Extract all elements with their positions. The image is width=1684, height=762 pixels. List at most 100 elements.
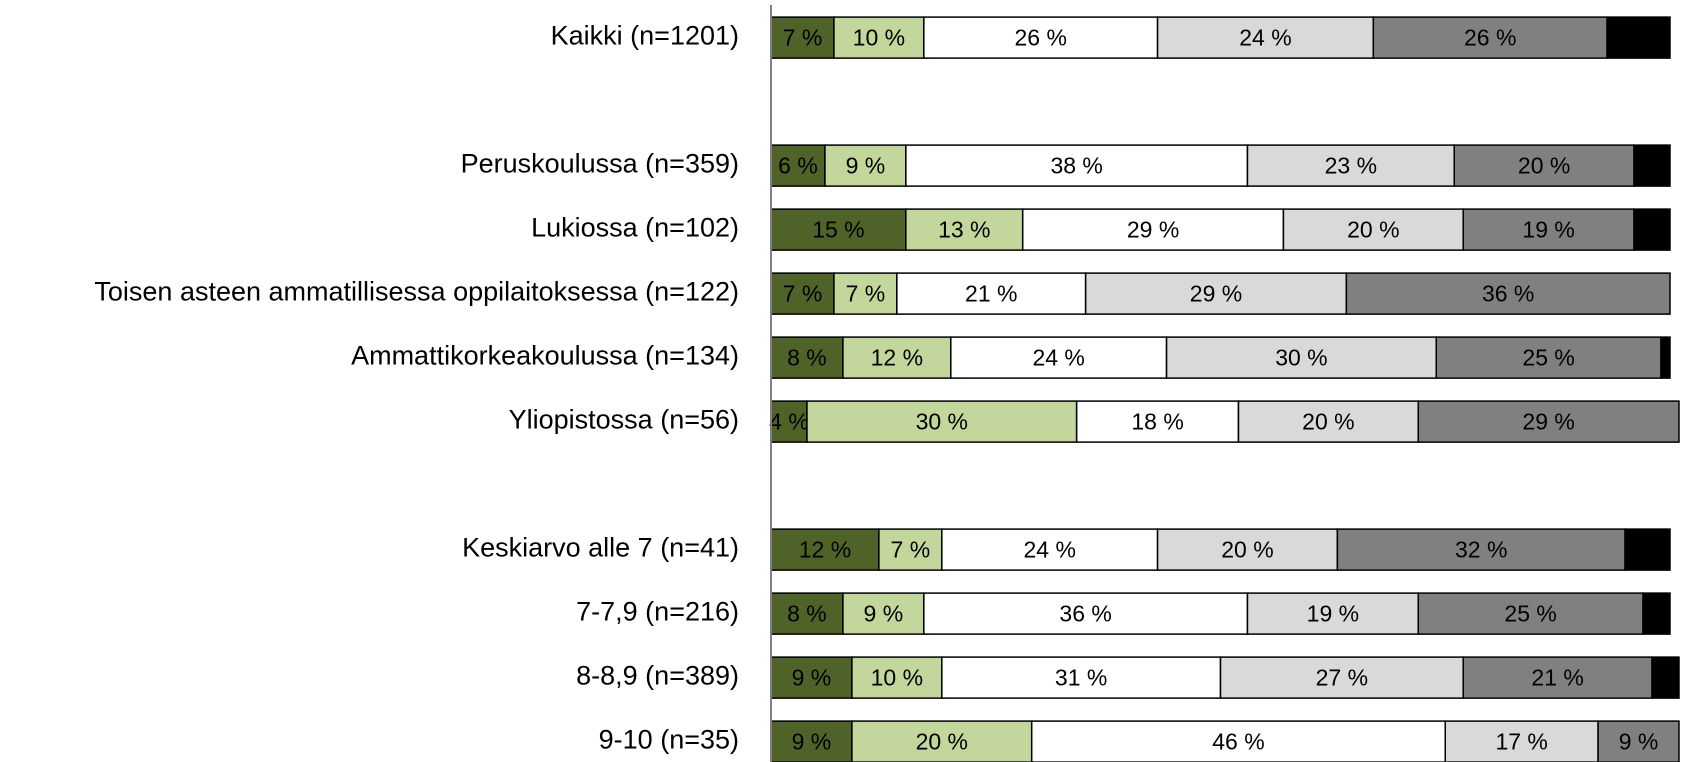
bar-segment — [1606, 16, 1671, 59]
value-label: 10 % — [871, 665, 923, 691]
value-label: 24 % — [1239, 25, 1291, 51]
bar-segment — [1651, 656, 1680, 699]
value-label: 7 % — [891, 537, 931, 563]
value-label: 6 % — [778, 153, 818, 179]
value-label: 15 % — [812, 217, 864, 243]
bar-segment — [1084, 272, 1348, 315]
value-label: 24 % — [1023, 537, 1075, 563]
bar-segment — [1282, 208, 1464, 251]
value-label: 12 % — [871, 345, 923, 371]
bar-segment — [941, 656, 1222, 699]
category-label: 9-10 (n=35) — [599, 725, 739, 755]
value-label: 36 % — [1059, 601, 1111, 627]
value-label: 7 % — [783, 25, 823, 51]
value-label: 19 % — [1522, 217, 1574, 243]
bar-segment — [824, 144, 907, 187]
value-label: 9 % — [846, 153, 886, 179]
value-label: 10 % — [853, 25, 905, 51]
value-label: 25 % — [1522, 345, 1574, 371]
bar-segment — [1246, 144, 1455, 187]
bar-segment — [770, 656, 853, 699]
value-label: 26 % — [1464, 25, 1516, 51]
value-label: 32 % — [1455, 537, 1507, 563]
category-label: Lukiossa (n=102) — [531, 213, 739, 243]
bar-segment — [950, 336, 1168, 379]
value-label: 30 % — [1275, 345, 1327, 371]
value-label: 23 % — [1325, 153, 1377, 179]
bar-segment — [923, 592, 1249, 635]
bar-segment — [905, 208, 1024, 251]
bar-segment — [851, 656, 943, 699]
bar-segment — [1444, 720, 1599, 762]
value-label: 25 % — [1504, 601, 1556, 627]
category-label: Ammattikorkeakoulussa (n=134) — [351, 341, 739, 371]
bar-segment — [1336, 528, 1626, 571]
value-label: 9 % — [1619, 729, 1659, 755]
category-label: Yliopistossa (n=56) — [509, 405, 739, 435]
bar-segment — [1642, 592, 1671, 635]
bar-segment — [1633, 208, 1671, 251]
value-label: 29 % — [1127, 217, 1179, 243]
category-label: Kaikki (n=1201) — [551, 21, 739, 51]
bar-segment — [1633, 144, 1671, 187]
bar-segment — [1237, 400, 1420, 443]
value-label: 18 % — [1131, 409, 1183, 435]
value-label: 21 % — [1531, 665, 1583, 691]
bar-segment — [842, 592, 925, 635]
category-label: Peruskoulussa (n=359) — [461, 149, 739, 179]
value-label: 7 % — [783, 281, 823, 307]
value-label: 9 % — [792, 729, 832, 755]
bar-segment — [770, 720, 853, 762]
value-label: 20 % — [916, 729, 968, 755]
bar-segment — [1624, 528, 1671, 571]
bar-segment — [1453, 144, 1635, 187]
value-label: 38 % — [1050, 153, 1102, 179]
bar-segment — [1345, 272, 1671, 315]
bar-segment — [1597, 720, 1680, 762]
value-label: 20 % — [1347, 217, 1399, 243]
bar-segment — [905, 144, 1249, 187]
value-label: 27 % — [1316, 665, 1368, 691]
bar-segment — [806, 400, 1078, 443]
bar-segment — [1030, 720, 1446, 762]
value-label: 8 % — [787, 345, 827, 371]
value-label: 19 % — [1307, 601, 1359, 627]
value-label: 29 % — [1522, 409, 1574, 435]
category-label: Keskiarvo alle 7 (n=41) — [462, 533, 739, 563]
bar-segment — [770, 592, 844, 635]
bar-segment — [1021, 208, 1285, 251]
bar-segment — [1246, 592, 1420, 635]
value-label: 20 % — [1518, 153, 1570, 179]
value-label: 29 % — [1190, 281, 1242, 307]
value-label: 36 % — [1482, 281, 1534, 307]
category-label: 8-8,9 (n=389) — [576, 661, 739, 691]
value-label: 7 % — [846, 281, 886, 307]
value-label: 4 % — [769, 409, 809, 435]
bar-segment — [1372, 16, 1608, 59]
value-label: 9 % — [864, 601, 904, 627]
bar-segment — [923, 16, 1159, 59]
value-label: 20 % — [1221, 537, 1273, 563]
value-label: 17 % — [1495, 729, 1547, 755]
value-label: 26 % — [1014, 25, 1066, 51]
category-label: 7-7,9 (n=216) — [576, 597, 739, 627]
bar-segment — [1075, 400, 1240, 443]
bar-segment — [770, 528, 880, 571]
bar-segment — [1417, 400, 1680, 443]
value-label: 21 % — [965, 281, 1017, 307]
value-label: 8 % — [787, 601, 827, 627]
bar-segment — [842, 336, 952, 379]
value-label: 30 % — [916, 409, 968, 435]
bar-segment — [1156, 528, 1339, 571]
bar-segment — [1462, 656, 1653, 699]
value-label: 20 % — [1302, 409, 1354, 435]
bar-segment — [1660, 336, 1671, 379]
value-label: 24 % — [1032, 345, 1084, 371]
value-label: 9 % — [792, 665, 832, 691]
bar-segment — [833, 16, 925, 59]
value-label: 13 % — [938, 217, 990, 243]
value-label: 12 % — [799, 537, 851, 563]
bar-segment — [833, 272, 898, 315]
bar-segment — [1417, 592, 1644, 635]
